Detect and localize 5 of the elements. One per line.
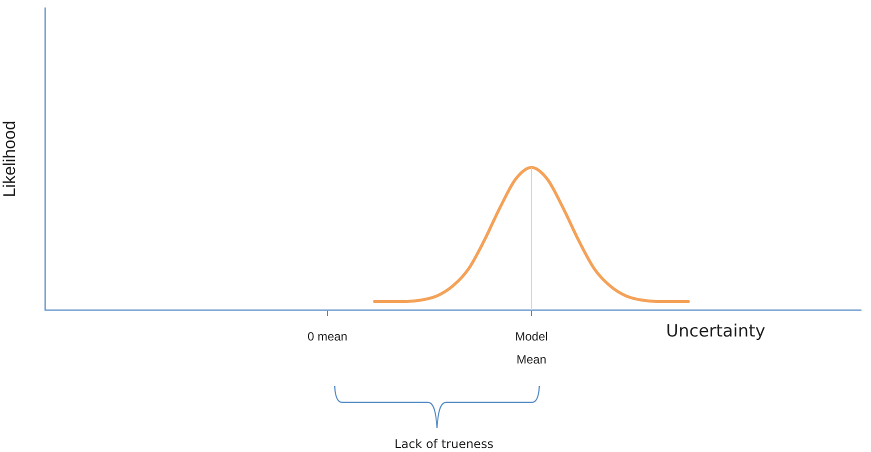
x-tick-label: 0 mean [307, 330, 348, 344]
y-axis-title: Likelihood [0, 120, 19, 198]
x-tick-label: Model Mean [515, 330, 548, 367]
x-axis-title: Uncertainty [666, 321, 766, 342]
text: Lack of trueness [394, 437, 494, 452]
